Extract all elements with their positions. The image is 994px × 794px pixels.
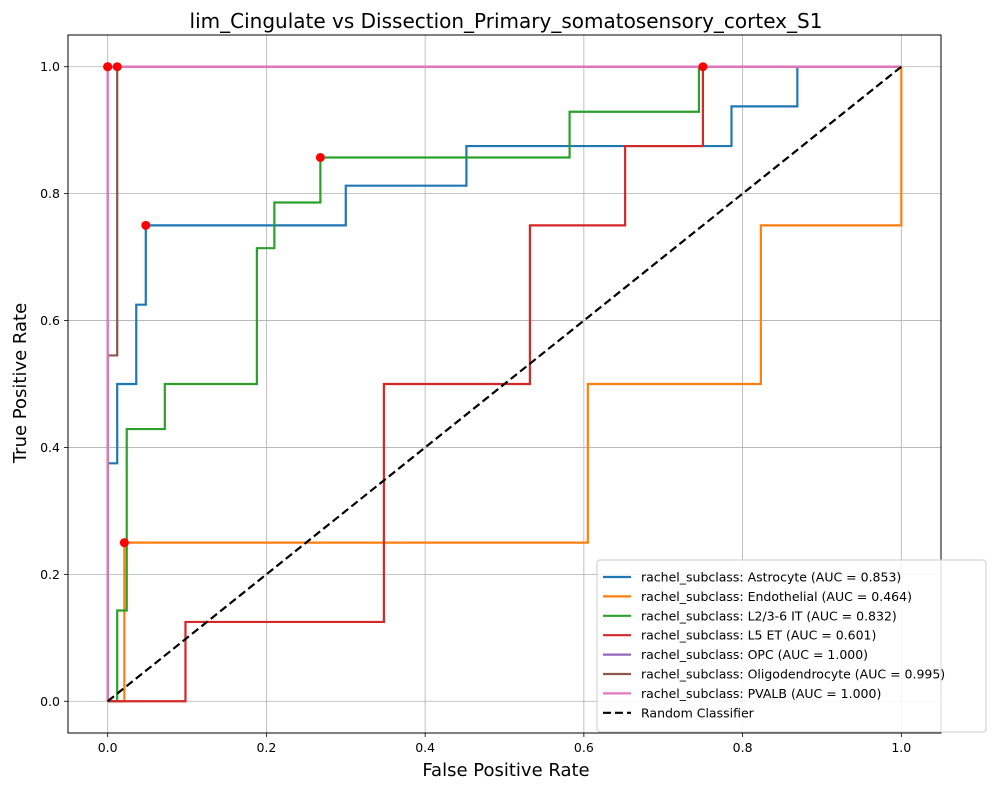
y-tick-label: 0.2	[40, 567, 60, 582]
roc-curve-series-0	[106, 65, 902, 702]
optimal-point	[698, 62, 708, 72]
legend-label: rachel_subclass: Oligodendrocyte (AUC = …	[641, 667, 945, 682]
legend-label: rachel_subclass: Endothelial (AUC = 0.46…	[641, 589, 912, 604]
chart-title: lim_Cingulate vs Dissection_Primary_soma…	[190, 9, 823, 33]
optimal-point	[112, 62, 122, 72]
optimal-point	[315, 152, 325, 162]
y-tick-label: 0.6	[40, 313, 60, 328]
legend: rachel_subclass: Astrocyte (AUC = 0.853)…	[596, 559, 987, 733]
roc-curve-series-3	[107, 65, 902, 703]
x-tick-label: 0.2	[256, 740, 276, 755]
random-classifier-line	[106, 65, 903, 703]
y-tick-label: 0.8	[40, 186, 60, 201]
x-tick-label: 0.6	[574, 740, 594, 755]
axis-ticks: 0.0 0.2 0.4 0.6 0.8 1.0 0.0 0.2 0.4 0.6 0.8 1.0	[40, 59, 911, 755]
optimal-points	[103, 62, 708, 548]
legend-label: rachel_subclass: Astrocyte (AUC = 0.853)	[641, 570, 901, 585]
x-axis-title: False Positive Rate	[422, 760, 589, 781]
optimal-point	[141, 220, 151, 230]
legend-label: rachel_subclass: OPC (AUC = 1.000)	[641, 647, 868, 662]
legend-label: rachel_subclass: L2/3-6 IT (AUC = 0.832)	[641, 608, 897, 623]
x-tick-label: 0.4	[415, 740, 435, 755]
legend-label: rachel_subclass: L5 ET (AUC = 0.601)	[641, 628, 876, 643]
y-tick-label: 0.4	[40, 440, 60, 455]
y-axis-title: True Positive Rate	[10, 303, 31, 464]
optimal-point	[103, 62, 113, 72]
legend-box	[596, 559, 987, 733]
y-tick-label: 0.0	[40, 694, 60, 709]
roc-curve-series-2	[107, 65, 902, 703]
plot-frame	[67, 34, 942, 734]
optimal-point	[119, 538, 129, 548]
x-tick-label: 0.8	[733, 740, 753, 755]
y-tick-label: 1.0	[40, 59, 60, 74]
legend-label: Random Classifier	[641, 705, 755, 720]
x-tick-label: 0.0	[98, 740, 118, 755]
x-tick-label: 1.0	[891, 740, 911, 755]
legend-label: rachel_subclass: PVALB (AUC = 1.000)	[641, 686, 881, 701]
roc-curve-series-1	[107, 66, 903, 703]
